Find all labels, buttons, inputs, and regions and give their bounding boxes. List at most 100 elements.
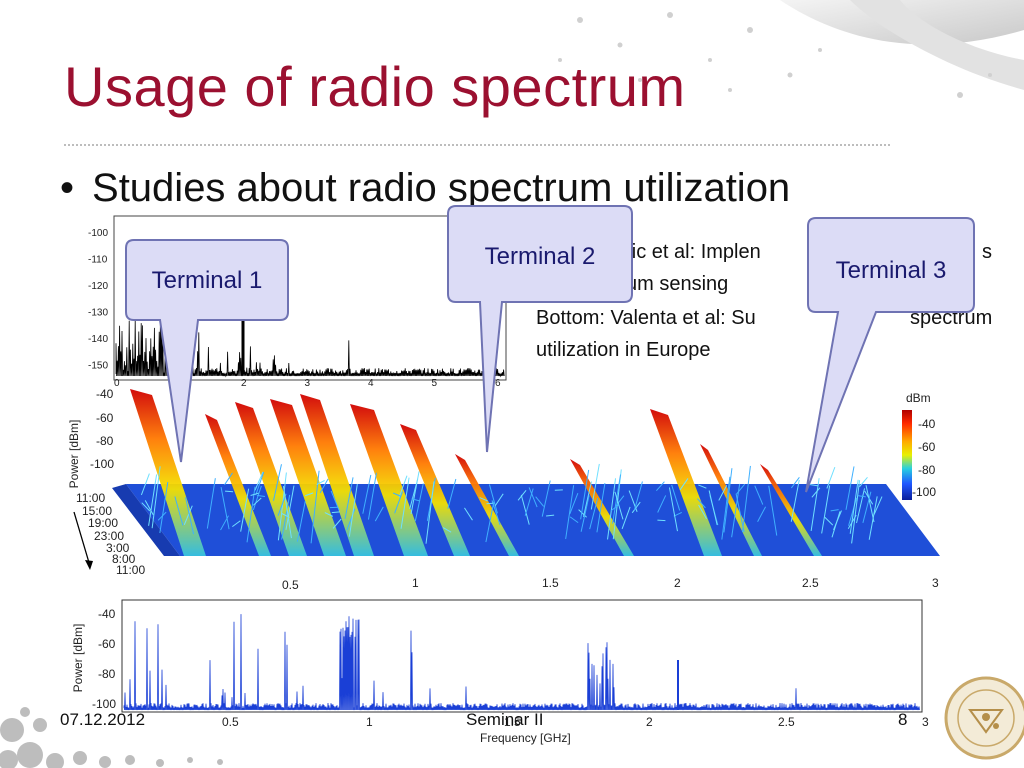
waterfall-noise bbox=[790, 479, 800, 522]
waterfall-noise bbox=[612, 474, 622, 524]
waterfall-noise bbox=[348, 483, 358, 537]
top-right-decoration bbox=[558, 0, 1024, 98]
waterfall-noise bbox=[252, 497, 262, 506]
waterfall-noise bbox=[362, 474, 372, 514]
source-line-3: Bottom: Valenta et al: Su bbox=[536, 307, 756, 329]
waterfall-noise bbox=[656, 481, 665, 491]
waterfall-noise bbox=[346, 508, 356, 531]
waterfall-noise bbox=[220, 487, 230, 530]
waterfall-noise bbox=[220, 515, 229, 531]
colorbar-tick-4: -100 bbox=[912, 485, 936, 499]
waterfall-noise bbox=[344, 477, 354, 519]
waterfall-peak bbox=[350, 404, 428, 556]
bullet-text: Studies about radio spectrum utilization bbox=[92, 166, 791, 210]
waterfall-noise bbox=[296, 500, 306, 542]
bottom-trace-line bbox=[123, 614, 920, 711]
waterfall-noise bbox=[590, 463, 600, 510]
waterfall-noise bbox=[185, 497, 195, 535]
waterfall-noise bbox=[757, 506, 767, 522]
bottom-ytick-3: -80 bbox=[98, 667, 116, 681]
waterfall-noise bbox=[367, 472, 377, 520]
waterfall-noise bbox=[479, 497, 488, 502]
source-line-2: um sensing bbox=[626, 273, 729, 295]
bottom-ytick-1: -40 bbox=[98, 607, 116, 621]
waterfall-noise bbox=[578, 509, 587, 518]
waterfall-power-label: Power [dBm] bbox=[67, 420, 81, 489]
footer-date: 07.12.2012 bbox=[60, 710, 146, 729]
waterfall-noise bbox=[485, 501, 495, 543]
waterfall-noise bbox=[754, 485, 764, 505]
waterfall-peak bbox=[400, 424, 470, 556]
bottom-xtick-3: 1.5 bbox=[504, 715, 521, 729]
waterfall-noise bbox=[254, 471, 264, 491]
waterfall-noise bbox=[824, 516, 834, 526]
bottom-ytick-2: -60 bbox=[98, 637, 116, 651]
waterfall-noise bbox=[520, 494, 530, 525]
waterfall-noise bbox=[240, 488, 250, 532]
waterfall-noise bbox=[698, 484, 707, 489]
waterfall-peak bbox=[650, 409, 722, 556]
waterfall-noise bbox=[615, 495, 625, 507]
waterfall-noise bbox=[541, 480, 551, 517]
waterfall-noise bbox=[447, 478, 457, 509]
wf-freq-tick-2: 1 bbox=[412, 576, 419, 590]
wf-time-tick-7: 11:00 bbox=[116, 563, 145, 577]
waterfall-noise bbox=[833, 510, 842, 531]
callout-terminal-3-label: Terminal 3 bbox=[836, 257, 947, 284]
waterfall-noise bbox=[319, 478, 329, 494]
waterfall-noise bbox=[206, 478, 216, 529]
waterfall-peak bbox=[700, 444, 762, 556]
waterfall-noise bbox=[414, 483, 424, 522]
waterfall-peak bbox=[300, 394, 374, 556]
time-arrow-icon bbox=[73, 511, 91, 567]
top-ytick: -120 bbox=[88, 281, 108, 292]
bottom-xtick-2: 1 bbox=[366, 715, 373, 729]
wf-time-tick-1: 11:00 bbox=[76, 491, 105, 505]
wf-time-tick-4: 23:00 bbox=[94, 529, 124, 543]
source-line-3b: spectrum bbox=[910, 307, 993, 329]
bottom-spectrum-plot: Power [dBm] -40 -60 -80 -100 0.5 1 1.5 2… bbox=[71, 599, 929, 745]
colorbar bbox=[902, 410, 912, 500]
source-line-4: utilization in Europe bbox=[536, 339, 711, 361]
wf-freq-tick-6: 3 bbox=[932, 576, 939, 590]
bottom-xtick-6: 3 bbox=[922, 715, 929, 729]
wf-power-tick-4: -100 bbox=[90, 457, 114, 471]
waterfall-noise bbox=[596, 482, 606, 533]
waterfall-noise bbox=[394, 491, 404, 514]
waterfall-noise bbox=[494, 493, 504, 507]
top-ytick: -130 bbox=[88, 308, 108, 319]
waterfall-noise bbox=[633, 481, 643, 511]
waterfall-noise bbox=[410, 471, 420, 515]
bottom-left-decoration bbox=[0, 707, 223, 768]
bottom-xtick-1: 0.5 bbox=[222, 715, 239, 729]
waterfall-noise bbox=[324, 512, 334, 517]
waterfall-noise bbox=[285, 485, 295, 530]
colorbar-title: dBm bbox=[906, 391, 931, 405]
waterfall-noise bbox=[281, 512, 290, 518]
waterfall-noise bbox=[657, 519, 666, 522]
waterfall-noise bbox=[873, 496, 883, 515]
waterfall-noise bbox=[735, 493, 745, 533]
waterfall-noise bbox=[392, 492, 402, 497]
waterfall-noise bbox=[582, 481, 592, 518]
bullet-item: • Studies about radio spectrum utilizatio… bbox=[60, 166, 790, 211]
waterfall-noise bbox=[741, 465, 751, 533]
waterfall-noise bbox=[857, 495, 866, 498]
waterfall-noise bbox=[332, 518, 342, 529]
waterfall-peak bbox=[270, 399, 346, 556]
waterfall-noise bbox=[821, 485, 831, 534]
waterfall-noise bbox=[621, 506, 631, 530]
waterfall-noise bbox=[668, 487, 678, 532]
waterfall-noise bbox=[790, 477, 800, 489]
waterfall-noise bbox=[225, 490, 234, 493]
waterfall-noise bbox=[731, 483, 741, 538]
waterfall-noise bbox=[868, 496, 878, 540]
waterfall-noise bbox=[830, 509, 839, 512]
waterfall-noise bbox=[224, 472, 233, 486]
waterfall-noise bbox=[442, 527, 452, 533]
waterfall-noise bbox=[277, 472, 287, 541]
waterfall-noise bbox=[679, 478, 689, 491]
waterfall-noise bbox=[252, 485, 262, 511]
title-divider bbox=[64, 144, 890, 146]
waterfall-noise bbox=[305, 492, 314, 497]
